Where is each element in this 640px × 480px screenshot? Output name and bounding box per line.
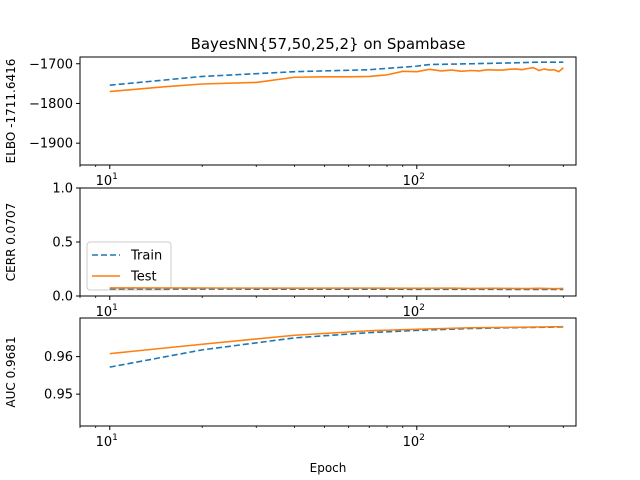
legend-train-label: Train <box>130 249 162 264</box>
panel-1-y-tick-label: −1700 <box>29 57 73 72</box>
legend-frame <box>86 241 172 291</box>
panel-3-y-axis-label: AUC 0.9681 <box>4 336 18 407</box>
panel-1-test-line <box>109 66 564 93</box>
panel-2-y-axis-label: CERR 0.0707 <box>4 203 18 281</box>
panel-1-y-tick-label: −1800 <box>29 97 73 112</box>
panel-3-y-tick-label: 0.95 <box>44 388 73 403</box>
panel-1-y-tick-label: −1900 <box>29 137 73 152</box>
panel-2-y-tick-label: 0.5 <box>52 236 73 251</box>
chart-title: BayesNN{57,50,25,2} on Spambase <box>191 35 466 53</box>
legend: Train Test <box>86 241 172 291</box>
panel-2-y-tick-label: 1.0 <box>52 182 73 197</box>
panel-3-frame <box>79 317 577 427</box>
x-axis-label: Epoch <box>310 461 347 475</box>
panel-1-y-axis-label: ELBO -1711.6416 <box>4 59 18 164</box>
panel-3-train-line <box>109 326 564 368</box>
legend-test-label: Test <box>130 270 157 285</box>
panel-1-train-line <box>109 61 564 86</box>
panel-2-y-tick-label: 0.0 <box>52 290 73 305</box>
panel-1-frame <box>79 56 577 166</box>
panel-2-test-line <box>109 287 564 290</box>
panel-3-test-line <box>109 325 564 355</box>
panel-3-y-tick-label: 0.96 <box>44 350 73 365</box>
